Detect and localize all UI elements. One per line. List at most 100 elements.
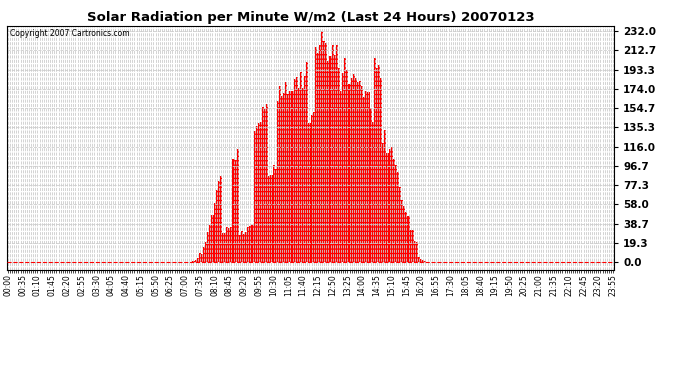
- Bar: [193, 261, 195, 262]
- Bar: [388, 149, 391, 262]
- Bar: [384, 130, 386, 262]
- Bar: [268, 176, 270, 262]
- Text: Copyright 2007 Cartronics.com: Copyright 2007 Cartronics.com: [10, 29, 130, 38]
- Bar: [323, 41, 325, 262]
- Bar: [365, 91, 367, 262]
- Bar: [277, 101, 279, 262]
- Bar: [399, 187, 401, 262]
- Bar: [420, 259, 422, 262]
- Bar: [243, 234, 245, 262]
- Bar: [391, 147, 393, 262]
- Bar: [363, 97, 365, 262]
- Bar: [361, 86, 363, 262]
- Bar: [317, 53, 319, 262]
- Bar: [270, 176, 273, 262]
- Bar: [233, 159, 235, 262]
- Bar: [205, 242, 207, 262]
- Bar: [195, 260, 197, 262]
- Bar: [304, 76, 306, 262]
- Bar: [245, 232, 247, 262]
- Bar: [408, 216, 410, 262]
- Bar: [235, 160, 237, 262]
- Bar: [338, 68, 340, 262]
- Bar: [285, 82, 287, 262]
- Bar: [410, 230, 412, 262]
- Bar: [386, 153, 388, 262]
- Bar: [275, 169, 277, 262]
- Bar: [401, 200, 403, 262]
- Bar: [406, 213, 408, 262]
- Bar: [327, 61, 330, 262]
- Bar: [336, 45, 338, 262]
- Bar: [273, 165, 275, 262]
- Bar: [342, 73, 344, 262]
- Bar: [211, 215, 213, 262]
- Bar: [289, 91, 292, 262]
- Bar: [258, 123, 260, 262]
- Bar: [310, 115, 313, 262]
- Bar: [372, 122, 374, 262]
- Bar: [382, 143, 384, 262]
- Bar: [291, 91, 294, 262]
- Bar: [353, 75, 355, 262]
- Bar: [283, 93, 285, 262]
- Bar: [241, 231, 243, 262]
- Bar: [228, 228, 230, 262]
- Bar: [414, 241, 416, 262]
- Bar: [220, 176, 222, 262]
- Bar: [344, 58, 346, 262]
- Bar: [412, 230, 414, 262]
- Bar: [422, 260, 424, 262]
- Bar: [251, 225, 254, 262]
- Bar: [357, 82, 359, 262]
- Bar: [298, 88, 300, 262]
- Bar: [207, 232, 209, 262]
- Bar: [367, 92, 370, 262]
- Bar: [203, 247, 205, 262]
- Bar: [296, 77, 298, 262]
- Bar: [325, 43, 327, 262]
- Bar: [351, 78, 353, 262]
- Bar: [403, 206, 406, 262]
- Bar: [218, 181, 220, 262]
- Bar: [346, 69, 348, 262]
- Text: Solar Radiation per Minute W/m2 (Last 24 Hours) 20070123: Solar Radiation per Minute W/m2 (Last 24…: [87, 11, 534, 24]
- Bar: [264, 109, 266, 262]
- Bar: [213, 203, 215, 262]
- Bar: [332, 45, 334, 262]
- Bar: [260, 122, 262, 262]
- Bar: [237, 149, 239, 262]
- Bar: [226, 227, 228, 262]
- Bar: [230, 227, 233, 262]
- Bar: [416, 242, 418, 262]
- Bar: [334, 55, 336, 262]
- Bar: [393, 159, 395, 262]
- Bar: [302, 88, 304, 262]
- Bar: [239, 235, 241, 262]
- Bar: [256, 126, 258, 262]
- Bar: [266, 104, 268, 262]
- Bar: [424, 261, 426, 262]
- Bar: [355, 78, 357, 262]
- Bar: [294, 79, 296, 262]
- Bar: [197, 258, 199, 262]
- Bar: [319, 45, 321, 262]
- Bar: [279, 86, 281, 262]
- Bar: [370, 108, 372, 262]
- Bar: [224, 233, 226, 262]
- Bar: [348, 84, 351, 262]
- Bar: [380, 78, 382, 262]
- Bar: [201, 254, 203, 262]
- Bar: [397, 172, 399, 262]
- Bar: [374, 58, 376, 262]
- Bar: [340, 92, 342, 262]
- Bar: [216, 190, 218, 262]
- Bar: [308, 123, 310, 262]
- Bar: [321, 31, 323, 262]
- Bar: [376, 68, 378, 262]
- Bar: [281, 96, 283, 262]
- Bar: [287, 94, 289, 262]
- Bar: [249, 226, 251, 262]
- Bar: [313, 112, 315, 262]
- Bar: [359, 81, 361, 262]
